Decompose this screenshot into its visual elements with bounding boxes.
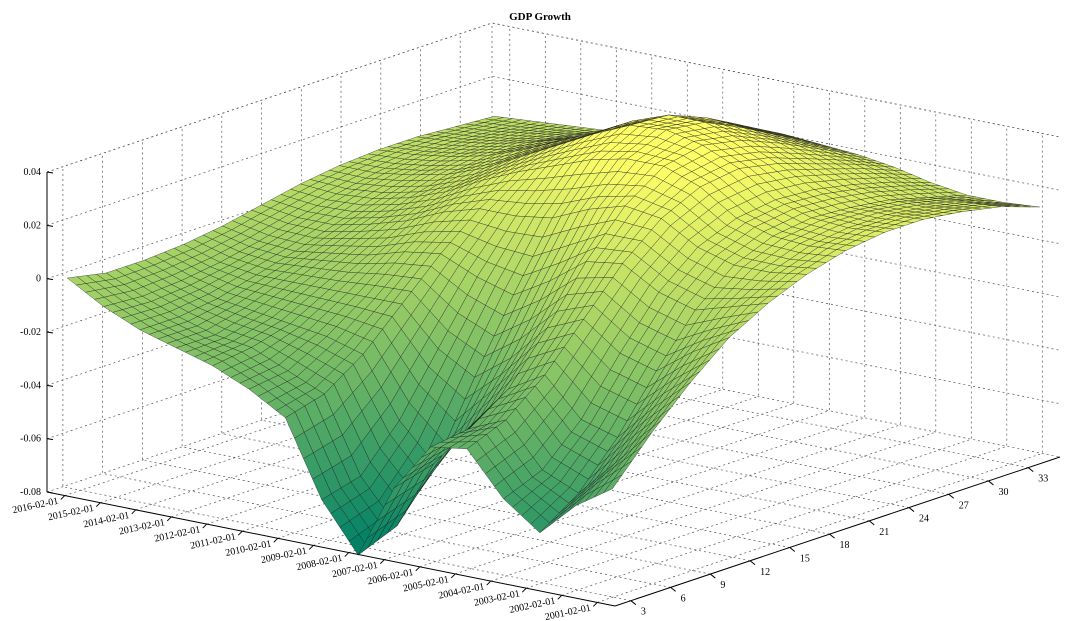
y-tick-mark xyxy=(868,520,875,526)
y-tick-label: 18 xyxy=(840,540,850,551)
y-tick-label: 9 xyxy=(720,580,725,591)
x-gridline xyxy=(277,69,724,539)
y-tick-mark xyxy=(829,533,835,539)
y-tick-label: 21 xyxy=(879,527,889,538)
x-gridline xyxy=(100,33,546,504)
x-tick-mark xyxy=(486,580,492,586)
z-gridline xyxy=(46,342,1061,493)
z-gridline xyxy=(46,289,1061,440)
z-tick-mark xyxy=(46,384,54,387)
y-tick-mark xyxy=(749,560,756,566)
y-tick-label: 3 xyxy=(641,607,646,618)
y-tick-label: 15 xyxy=(800,553,810,564)
y-tick-label: 33 xyxy=(1038,474,1048,485)
z-tick-mark xyxy=(46,171,54,174)
surface-mesh xyxy=(66,114,1040,556)
z-tick-label: 0.04 xyxy=(24,167,42,178)
y-tick-label: 12 xyxy=(760,567,770,578)
z-gridline xyxy=(46,75,1061,226)
y-tick-label: 24 xyxy=(919,514,929,525)
z-tick-label: -0.04 xyxy=(20,380,41,391)
z-tick-mark xyxy=(46,491,54,494)
z-tick-mark xyxy=(46,224,54,227)
y-tick-mark xyxy=(670,586,676,592)
x-tick-mark xyxy=(95,502,101,508)
x-gridline xyxy=(348,83,795,553)
z-tick-label: -0.08 xyxy=(20,487,41,498)
y-tick-mark xyxy=(948,493,955,499)
x-gridline xyxy=(135,40,582,511)
x-gridline xyxy=(455,104,901,575)
z-tick-mark xyxy=(46,438,54,441)
axes-frame xyxy=(46,171,1061,607)
y-tick-label: 6 xyxy=(681,593,686,604)
z-tick-mark xyxy=(46,331,54,334)
x-gridline xyxy=(597,133,1043,603)
y-tick-mark xyxy=(789,547,796,552)
surface-patch xyxy=(603,474,623,494)
top-frame-line xyxy=(46,22,1061,173)
x-tick-mark xyxy=(60,495,66,500)
y-axis-line xyxy=(614,456,1061,607)
x-tick-mark xyxy=(592,602,598,607)
x-tick-mark xyxy=(308,545,314,550)
y-tick-mark xyxy=(710,573,716,579)
x-tick-mark xyxy=(379,559,385,565)
z-tick-label: -0.06 xyxy=(20,434,41,445)
x-tick-mark xyxy=(202,523,208,529)
x-tick-mark xyxy=(415,566,421,572)
x-tick-mark xyxy=(237,530,243,536)
x-tick-mark xyxy=(273,537,279,543)
x-gridline xyxy=(526,119,972,589)
z-tick-label: 0 xyxy=(36,274,41,285)
x-tick-mark xyxy=(521,587,527,593)
x-tick-mark xyxy=(557,594,563,600)
y-tick-mark xyxy=(630,600,637,606)
y-tick-mark xyxy=(908,507,915,512)
x-axis-line xyxy=(46,491,616,607)
x-gridline xyxy=(313,76,759,546)
x-tick-mark xyxy=(344,552,350,557)
x-tick-mark xyxy=(166,516,172,522)
chart-title: GDP Growth xyxy=(509,11,571,23)
x-gridline xyxy=(561,126,1008,596)
y-tick-mark xyxy=(988,480,994,486)
z-tick-label: 0.02 xyxy=(24,220,42,231)
z-tick-mark xyxy=(46,278,54,281)
y-tick-mark xyxy=(1027,467,1034,473)
z-tick-label: -0.02 xyxy=(20,327,41,338)
x-gridline xyxy=(490,112,937,582)
y-tick-label: 30 xyxy=(998,487,1008,498)
x-tick-mark xyxy=(131,509,137,515)
y-tick-label: 27 xyxy=(959,500,969,511)
x-gridline xyxy=(64,26,511,496)
x-tick-mark xyxy=(450,573,456,579)
x-gridline xyxy=(419,97,866,568)
